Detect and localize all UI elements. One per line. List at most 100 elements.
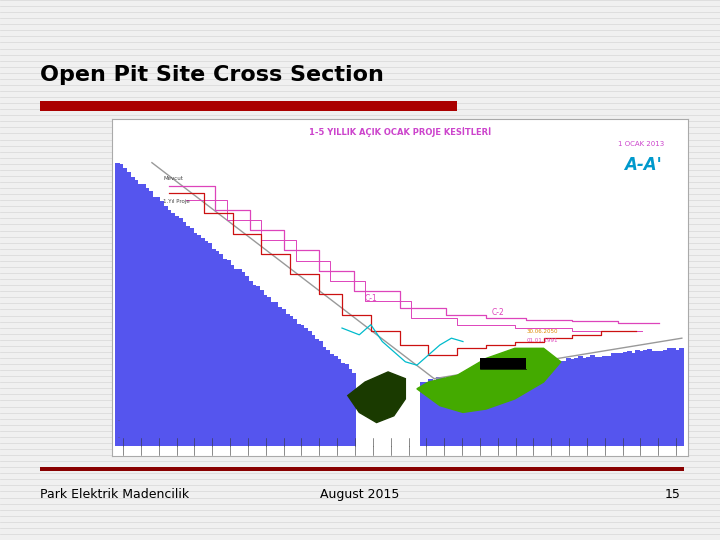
Bar bbox=[189, 228, 194, 446]
Bar bbox=[420, 382, 425, 446]
Bar bbox=[663, 350, 668, 446]
Bar bbox=[351, 373, 356, 446]
Bar bbox=[501, 368, 506, 446]
Text: 1.Yıl Proje: 1.Yıl Proje bbox=[163, 199, 190, 204]
Bar bbox=[631, 353, 636, 446]
Bar bbox=[509, 366, 514, 446]
Bar bbox=[456, 375, 462, 446]
Text: 01.01.1991: 01.01.1991 bbox=[526, 338, 558, 342]
Bar bbox=[558, 361, 563, 446]
Bar bbox=[529, 363, 534, 446]
Bar bbox=[277, 307, 282, 446]
Bar bbox=[469, 375, 474, 446]
Bar bbox=[148, 191, 153, 446]
Bar bbox=[582, 358, 587, 446]
Text: A-A': A-A' bbox=[624, 156, 662, 174]
Text: Mevcut: Mevcut bbox=[163, 176, 184, 180]
Bar bbox=[225, 260, 230, 446]
Bar bbox=[603, 355, 608, 446]
Bar bbox=[174, 215, 179, 446]
Bar bbox=[126, 172, 131, 446]
Bar bbox=[240, 272, 246, 446]
Bar bbox=[513, 364, 518, 446]
Bar bbox=[444, 379, 449, 446]
Text: C-2: C-2 bbox=[492, 308, 505, 316]
Bar bbox=[647, 349, 652, 446]
Bar bbox=[199, 238, 204, 446]
Bar bbox=[274, 302, 279, 446]
Bar bbox=[424, 382, 429, 446]
Bar bbox=[166, 210, 171, 446]
Bar bbox=[643, 350, 648, 446]
Bar bbox=[133, 180, 138, 446]
Bar bbox=[449, 379, 454, 446]
Bar bbox=[461, 374, 466, 446]
Text: C-1: C-1 bbox=[365, 294, 378, 303]
Text: Open Pit Site Cross Section: Open Pit Site Cross Section bbox=[40, 65, 384, 85]
Bar bbox=[541, 362, 546, 446]
Bar bbox=[333, 356, 338, 446]
Bar bbox=[611, 353, 616, 446]
Bar bbox=[130, 177, 135, 446]
Bar bbox=[546, 361, 551, 446]
Bar bbox=[218, 254, 223, 446]
Bar bbox=[626, 352, 631, 446]
Bar bbox=[505, 367, 510, 446]
Bar bbox=[428, 380, 433, 446]
Bar bbox=[534, 363, 539, 446]
Bar bbox=[229, 265, 234, 446]
Bar bbox=[215, 251, 220, 446]
Bar bbox=[237, 269, 242, 446]
Bar bbox=[244, 276, 249, 446]
Bar bbox=[263, 295, 267, 446]
Text: 1-5 YILLIK AÇIK OCAK PROJE KESİTLERİ: 1-5 YILLIK AÇIK OCAK PROJE KESİTLERİ bbox=[309, 127, 490, 137]
Bar bbox=[322, 347, 326, 446]
Bar bbox=[659, 350, 664, 446]
Bar bbox=[152, 197, 157, 446]
Bar bbox=[222, 259, 227, 446]
Bar bbox=[574, 358, 579, 446]
Bar bbox=[300, 325, 305, 446]
Bar bbox=[497, 369, 502, 446]
Bar bbox=[493, 370, 498, 446]
Bar bbox=[159, 201, 164, 446]
Bar bbox=[185, 226, 190, 446]
Bar bbox=[329, 354, 334, 446]
Bar bbox=[436, 377, 441, 446]
Polygon shape bbox=[348, 372, 405, 422]
Bar bbox=[538, 362, 543, 446]
Bar bbox=[211, 249, 216, 446]
Bar bbox=[570, 359, 575, 446]
Bar bbox=[473, 373, 478, 446]
Bar bbox=[485, 370, 490, 446]
Bar bbox=[284, 314, 289, 446]
Bar bbox=[453, 375, 457, 446]
Bar bbox=[667, 348, 672, 446]
Bar bbox=[526, 363, 531, 446]
Bar bbox=[251, 285, 256, 446]
Bar bbox=[204, 241, 208, 446]
Bar bbox=[318, 341, 323, 446]
Bar bbox=[140, 184, 145, 446]
Bar bbox=[562, 361, 567, 446]
Bar bbox=[163, 206, 168, 446]
Bar bbox=[181, 222, 186, 446]
Bar bbox=[441, 377, 446, 446]
Bar bbox=[258, 291, 264, 446]
Text: -: - bbox=[117, 435, 120, 441]
Bar bbox=[192, 233, 197, 446]
Polygon shape bbox=[417, 348, 561, 413]
Bar bbox=[255, 286, 260, 446]
Bar bbox=[303, 328, 308, 446]
Bar bbox=[578, 356, 583, 446]
Bar bbox=[119, 164, 124, 446]
Polygon shape bbox=[152, 146, 682, 379]
Bar bbox=[550, 361, 554, 446]
Bar bbox=[639, 351, 644, 446]
Text: 30.06.2050: 30.06.2050 bbox=[526, 329, 558, 334]
Bar bbox=[145, 188, 149, 446]
Bar bbox=[594, 356, 599, 446]
Bar bbox=[248, 281, 253, 446]
Bar bbox=[675, 350, 680, 446]
Bar bbox=[288, 316, 293, 446]
